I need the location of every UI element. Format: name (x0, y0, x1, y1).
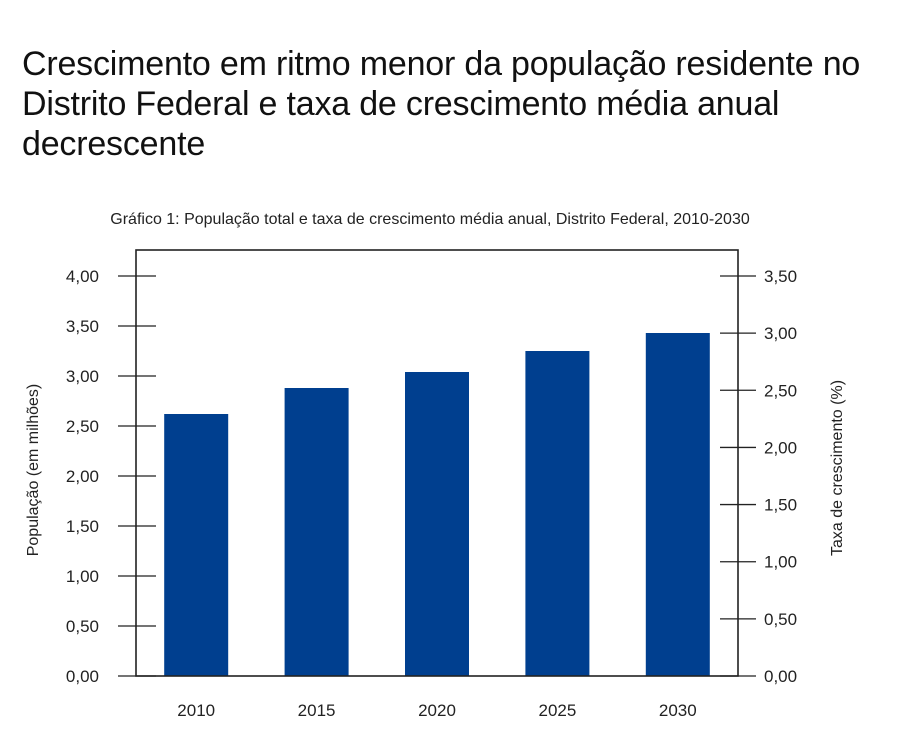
y-tick-label: 3,00 (66, 367, 99, 386)
x-tick-label: 2015 (298, 701, 336, 720)
x-tick-label: 2030 (659, 701, 697, 720)
y2-tick-label: 2,50 (764, 381, 797, 400)
bar-2015 (284, 388, 349, 676)
plot-border (135, 249, 739, 677)
y-tick-label: 0,00 (66, 667, 99, 686)
y-tick-label: 2,00 (66, 467, 99, 486)
left-axis: 0,00 0,50 1,00 1,50 2,00 2,50 3,00 3,50 4,00 (66, 267, 156, 686)
page-title: Crescimento em ritmo menor da população … (22, 45, 861, 163)
bar-2010 (164, 414, 229, 676)
y-tick-label: 0,50 (66, 617, 99, 636)
y-tick-label: 1,50 (66, 517, 99, 536)
y-axis-label: População (em milhões) (25, 384, 42, 557)
y2-tick-label: 3,00 (764, 324, 797, 343)
right-axis: 0,00 0,50 1,00 1,50 2,00 2,50 3,00 3,50 (720, 267, 797, 686)
bar-2030 (645, 333, 710, 676)
y-tick-label: 1,00 (66, 567, 99, 586)
y2-axis-label: Taxa de crescimento (%) (829, 380, 846, 556)
chart-title: Gráfico 1: População total e taxa de cre… (110, 211, 750, 228)
bars-layer (164, 333, 710, 676)
y2-tick-label: 2,00 (764, 438, 797, 457)
y2-tick-label: 1,00 (764, 553, 797, 572)
x-tick-label: 2010 (177, 701, 215, 720)
y-tick-label: 4,00 (66, 267, 99, 286)
x-axis: 2010 2015 2020 2025 2030 (177, 701, 696, 720)
y2-tick-label: 1,50 (764, 496, 797, 515)
bar-2020 (405, 372, 469, 676)
y2-tick-label: 0,50 (764, 610, 797, 629)
y2-tick-label: 3,50 (764, 267, 797, 286)
y-tick-label: 3,50 (66, 317, 99, 336)
bar-2025 (525, 351, 590, 676)
y-tick-label: 2,50 (66, 417, 99, 436)
plot-frame (135, 249, 739, 677)
x-tick-label: 2020 (418, 701, 456, 720)
x-tick-label: 2025 (538, 701, 576, 720)
y2-tick-label: 0,00 (764, 667, 797, 686)
